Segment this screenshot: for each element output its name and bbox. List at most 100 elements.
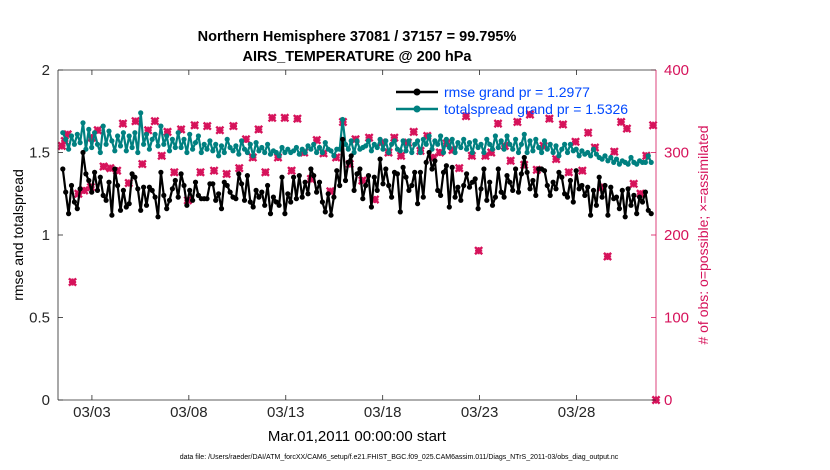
obs-marker xyxy=(267,113,277,123)
rmse-point xyxy=(247,199,253,205)
totalspread-point xyxy=(527,138,533,144)
totalspread-point xyxy=(103,141,109,147)
totalspread-point xyxy=(478,141,484,147)
rmse-point xyxy=(426,149,432,156)
rmse-point xyxy=(63,189,69,195)
totalspread-point xyxy=(66,146,72,152)
rmse-point xyxy=(403,174,409,180)
y-right-tick-label: 400 xyxy=(664,62,689,79)
totalspread-point xyxy=(507,141,513,147)
rmse-point xyxy=(117,207,124,213)
totalspread-point xyxy=(498,138,504,144)
totalspread-point xyxy=(625,161,631,167)
totalspread-point xyxy=(579,148,585,154)
rmse-point xyxy=(559,174,565,180)
rmse-point xyxy=(608,184,614,190)
obs-marker xyxy=(280,113,290,123)
rmse-point xyxy=(435,187,441,193)
totalspread-point xyxy=(489,146,496,152)
legend-spread-label: totalspread grand pr = 1.5326 xyxy=(444,101,628,117)
plot-area xyxy=(58,70,656,400)
totalspread-point xyxy=(187,131,193,137)
rmse-point xyxy=(374,187,380,193)
totalspread-point xyxy=(152,131,158,137)
x-tick-label: 03/28 xyxy=(558,404,596,421)
rmse-point xyxy=(109,212,115,218)
rmse-point xyxy=(89,189,95,195)
rmse-point xyxy=(115,182,121,189)
totalspread-point xyxy=(426,133,432,139)
totalspread-point xyxy=(224,136,230,142)
totalspread-point xyxy=(276,153,282,159)
rmse-point xyxy=(227,189,233,195)
rmse-point xyxy=(164,206,170,212)
totalspread-point xyxy=(588,153,594,159)
rmse-point xyxy=(322,209,328,215)
totalspread-point xyxy=(348,138,354,144)
totalspread-point xyxy=(455,140,461,146)
rmse-point xyxy=(233,196,239,202)
rmse-point xyxy=(432,158,438,164)
rmse-point xyxy=(241,197,248,203)
totalspread-point xyxy=(141,141,147,147)
rmse-point xyxy=(567,177,574,184)
rmse-point xyxy=(94,187,101,193)
totalspread-point xyxy=(573,146,579,152)
rmse-point xyxy=(464,171,470,177)
rmse-point xyxy=(175,194,181,200)
rmse-point xyxy=(291,174,297,180)
totalspread-point xyxy=(510,146,516,152)
totalspread-point xyxy=(415,138,421,144)
totalspread-point xyxy=(613,156,620,162)
rmse-point xyxy=(553,186,559,192)
rmse-point xyxy=(299,194,305,200)
totalspread-point xyxy=(74,131,80,137)
rmse-point xyxy=(461,182,467,189)
obs-marker xyxy=(131,116,140,126)
obs-marker xyxy=(169,167,179,177)
totalspread-point xyxy=(126,133,132,139)
obs-marker xyxy=(389,133,399,143)
obs-marker xyxy=(228,121,238,131)
totalspread-point xyxy=(184,149,190,156)
obs-marker xyxy=(558,120,568,129)
rmse-point xyxy=(158,169,164,175)
rmse-point xyxy=(544,182,550,189)
rmse-point xyxy=(380,181,386,187)
rmse-point xyxy=(550,179,556,185)
rmse-point xyxy=(244,173,250,179)
totalspread-point xyxy=(345,146,351,152)
rmse-point xyxy=(213,197,219,203)
rmse-point xyxy=(498,189,504,195)
rmse-point xyxy=(342,177,349,184)
rmse-point xyxy=(149,187,155,193)
rmse-point xyxy=(389,194,395,200)
legend: rmse grand pr = 1.2977 totalspread grand… xyxy=(396,84,628,117)
rmse-point xyxy=(590,187,597,193)
totalspread-point xyxy=(420,136,426,142)
rmse-point xyxy=(472,176,478,182)
rmse-point xyxy=(513,166,519,172)
totalspread-point xyxy=(550,149,556,156)
rmse-point xyxy=(521,154,527,161)
totalspread-point xyxy=(340,116,346,123)
totalspread-point xyxy=(533,136,539,142)
totalspread-point xyxy=(247,141,253,147)
totalspread-point xyxy=(135,149,141,156)
rmse-point xyxy=(60,166,66,172)
rmse-series xyxy=(60,136,654,220)
rmse-point xyxy=(481,166,487,172)
obs-marker xyxy=(222,169,232,179)
obs-marker xyxy=(461,111,471,121)
obs-marker xyxy=(118,119,128,129)
totalspread-point xyxy=(319,149,325,156)
rmse-point xyxy=(642,189,649,195)
totalspread-point xyxy=(63,136,69,142)
totalspread-point xyxy=(365,138,372,144)
rmse-point xyxy=(92,169,98,175)
obs-marker xyxy=(648,120,658,130)
rmse-point xyxy=(270,194,276,200)
rmse-point xyxy=(236,171,242,177)
totalspread-point xyxy=(236,151,242,157)
totalspread-point xyxy=(216,153,222,159)
